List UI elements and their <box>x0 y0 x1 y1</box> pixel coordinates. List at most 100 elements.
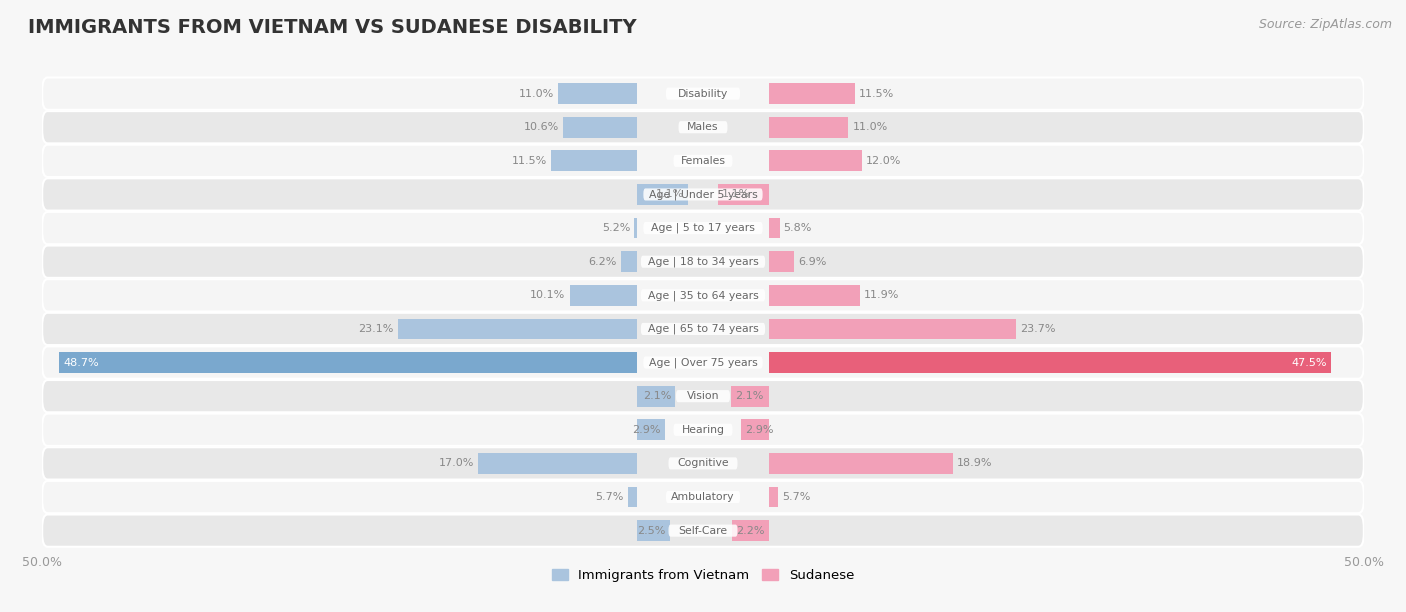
Text: 11.5%: 11.5% <box>512 156 547 166</box>
Legend: Immigrants from Vietnam, Sudanese: Immigrants from Vietnam, Sudanese <box>547 564 859 587</box>
Text: 10.6%: 10.6% <box>523 122 560 132</box>
Text: 48.7%: 48.7% <box>63 357 98 368</box>
Text: 18.9%: 18.9% <box>956 458 993 468</box>
Text: 1.1%: 1.1% <box>721 190 749 200</box>
FancyBboxPatch shape <box>673 155 733 167</box>
Text: 2.9%: 2.9% <box>633 425 661 435</box>
Text: 23.7%: 23.7% <box>1021 324 1056 334</box>
FancyBboxPatch shape <box>42 212 1364 244</box>
Bar <box>769 252 794 272</box>
FancyBboxPatch shape <box>644 357 762 368</box>
FancyBboxPatch shape <box>641 289 765 301</box>
FancyBboxPatch shape <box>42 245 1364 278</box>
Text: 23.1%: 23.1% <box>359 324 394 334</box>
FancyBboxPatch shape <box>42 111 1364 143</box>
FancyBboxPatch shape <box>42 78 1364 110</box>
Text: Age | 5 to 17 years: Age | 5 to 17 years <box>651 223 755 233</box>
Bar <box>637 520 669 541</box>
Text: 5.2%: 5.2% <box>602 223 630 233</box>
Text: Ambulatory: Ambulatory <box>671 492 735 502</box>
Bar <box>731 386 769 406</box>
Bar <box>741 419 769 440</box>
Text: Males: Males <box>688 122 718 132</box>
Text: 2.9%: 2.9% <box>745 425 773 435</box>
FancyBboxPatch shape <box>42 414 1364 446</box>
FancyBboxPatch shape <box>679 121 727 133</box>
Text: 5.8%: 5.8% <box>783 223 813 233</box>
FancyBboxPatch shape <box>673 424 733 436</box>
Bar <box>733 520 769 541</box>
Text: 11.0%: 11.0% <box>519 89 554 99</box>
Bar <box>769 352 1330 373</box>
Bar <box>478 453 637 474</box>
Bar <box>637 419 665 440</box>
Text: 11.5%: 11.5% <box>859 89 894 99</box>
FancyBboxPatch shape <box>668 524 738 537</box>
Bar <box>769 218 780 239</box>
Bar <box>637 386 675 406</box>
FancyBboxPatch shape <box>42 447 1364 480</box>
Bar <box>717 184 769 205</box>
FancyBboxPatch shape <box>644 188 762 201</box>
Bar <box>769 83 855 104</box>
FancyBboxPatch shape <box>42 481 1364 513</box>
Text: 11.9%: 11.9% <box>865 290 900 300</box>
Bar <box>627 487 637 507</box>
Bar <box>769 318 1017 339</box>
FancyBboxPatch shape <box>42 515 1364 547</box>
Bar <box>621 252 637 272</box>
FancyBboxPatch shape <box>42 380 1364 412</box>
Text: Hearing: Hearing <box>682 425 724 435</box>
Text: 17.0%: 17.0% <box>439 458 474 468</box>
Text: 12.0%: 12.0% <box>866 156 901 166</box>
Text: Age | 65 to 74 years: Age | 65 to 74 years <box>648 324 758 334</box>
Text: 2.2%: 2.2% <box>737 526 765 536</box>
Text: 6.2%: 6.2% <box>589 256 617 267</box>
Bar <box>569 285 637 306</box>
FancyBboxPatch shape <box>668 457 738 469</box>
Text: 10.1%: 10.1% <box>530 290 565 300</box>
Text: Females: Females <box>681 156 725 166</box>
Bar <box>634 218 637 239</box>
Bar <box>558 83 637 104</box>
Bar <box>637 184 689 205</box>
FancyBboxPatch shape <box>42 144 1364 177</box>
Text: Disability: Disability <box>678 89 728 99</box>
Text: 2.1%: 2.1% <box>643 391 671 401</box>
Text: 2.1%: 2.1% <box>735 391 763 401</box>
Text: 1.1%: 1.1% <box>657 190 685 200</box>
Bar <box>59 352 637 373</box>
Text: 5.7%: 5.7% <box>595 492 624 502</box>
Bar <box>398 318 637 339</box>
Bar <box>769 117 848 138</box>
Bar <box>769 453 953 474</box>
FancyBboxPatch shape <box>676 390 730 402</box>
FancyBboxPatch shape <box>42 279 1364 312</box>
Text: Age | 35 to 64 years: Age | 35 to 64 years <box>648 290 758 300</box>
Text: IMMIGRANTS FROM VIETNAM VS SUDANESE DISABILITY: IMMIGRANTS FROM VIETNAM VS SUDANESE DISA… <box>28 18 637 37</box>
Bar <box>551 151 637 171</box>
Bar <box>769 151 862 171</box>
Text: 11.0%: 11.0% <box>852 122 887 132</box>
FancyBboxPatch shape <box>641 323 765 335</box>
Text: Self-Care: Self-Care <box>679 526 727 536</box>
Text: Age | 18 to 34 years: Age | 18 to 34 years <box>648 256 758 267</box>
Bar <box>769 285 860 306</box>
FancyBboxPatch shape <box>42 346 1364 379</box>
Text: 47.5%: 47.5% <box>1291 357 1327 368</box>
Text: 6.9%: 6.9% <box>799 256 827 267</box>
Text: Source: ZipAtlas.com: Source: ZipAtlas.com <box>1258 18 1392 31</box>
Text: 2.5%: 2.5% <box>637 526 666 536</box>
Text: Vision: Vision <box>686 391 720 401</box>
Bar <box>562 117 637 138</box>
Bar <box>769 487 779 507</box>
Text: Cognitive: Cognitive <box>678 458 728 468</box>
FancyBboxPatch shape <box>42 178 1364 211</box>
Text: 5.7%: 5.7% <box>782 492 811 502</box>
FancyBboxPatch shape <box>666 88 740 100</box>
FancyBboxPatch shape <box>644 222 762 234</box>
Text: Age | Over 75 years: Age | Over 75 years <box>648 357 758 368</box>
FancyBboxPatch shape <box>641 256 765 267</box>
FancyBboxPatch shape <box>42 313 1364 345</box>
FancyBboxPatch shape <box>666 491 740 503</box>
